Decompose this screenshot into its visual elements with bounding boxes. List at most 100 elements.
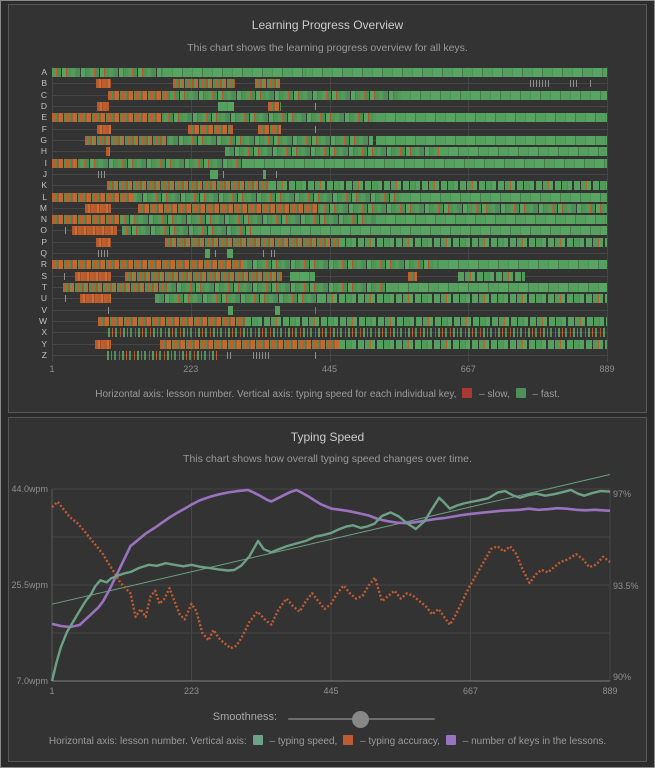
progress-segment: [338, 339, 607, 349]
progress-segment: [64, 295, 67, 303]
progress-segment: [52, 215, 121, 225]
progress-segment: [275, 170, 278, 178]
progress-segment: [97, 317, 246, 327]
y-left-tick-label: 7.0wpm: [16, 676, 48, 686]
key-row-A: A: [9, 67, 646, 78]
row-baseline: [52, 309, 607, 311]
x-tick-label: 889: [599, 364, 615, 374]
progress-segment: [408, 271, 417, 281]
legend-swatch-slow: [462, 388, 473, 398]
progress-segment: [97, 170, 107, 178]
key-label-W: W: [38, 316, 47, 327]
key-label-R: R: [40, 259, 47, 270]
progress-segment: [227, 249, 234, 259]
progress-segment: [75, 271, 111, 281]
key-label-I: I: [44, 157, 47, 168]
typing-speed-panel: Typing Speed This chart shows how overal…: [8, 417, 647, 762]
progress-segment: [205, 249, 211, 259]
progress-segment: [94, 339, 111, 349]
key-row-C: C: [9, 90, 646, 101]
progress-segment: [245, 158, 607, 168]
row-baseline: [52, 173, 607, 175]
legend-label-typing-speed: – typing speed,: [266, 736, 338, 747]
x-tick-label: 445: [321, 364, 338, 374]
key-label-X: X: [41, 327, 47, 338]
progress-segment: [107, 181, 271, 191]
key-label-V: V: [41, 304, 47, 315]
row-baseline: [52, 253, 607, 255]
progress-segment: [438, 147, 607, 157]
x-tick-label: 223: [183, 686, 200, 696]
key-label-K: K: [41, 180, 47, 191]
key-row-E: E: [9, 112, 646, 123]
progress-title: Learning Progress Overview: [251, 18, 404, 32]
progress-segment: [228, 305, 234, 315]
key-row-R: R: [9, 259, 646, 270]
key-row-P: P: [9, 237, 646, 248]
progress-segment: [258, 124, 281, 134]
progress-segment: [85, 203, 111, 213]
progress-segment: [401, 90, 607, 100]
progress-segment: [72, 226, 117, 236]
key-label-F: F: [41, 123, 47, 134]
progress-segment: [160, 339, 339, 349]
caption-text: Horizontal axis: lesson number. Vertical…: [48, 736, 247, 747]
legend-label-slow: – slow,: [476, 389, 510, 400]
key-label-H: H: [40, 146, 47, 157]
progress-segment: [314, 125, 317, 133]
progress-segment: [172, 79, 236, 89]
progress-segment: [62, 283, 167, 293]
progress-segment: [227, 352, 234, 359]
legend-label-keys-count: – number of keys in the lessons.: [459, 736, 607, 747]
key-label-O: O: [40, 225, 47, 236]
key-row-H: H: [9, 146, 646, 157]
progress-segment: [242, 260, 439, 270]
gridline: [468, 67, 470, 362]
progress-segment: [218, 101, 234, 111]
progress-segment: [163, 113, 377, 123]
key-row-X: X: [9, 327, 646, 338]
row-baseline: [52, 83, 607, 85]
progress-segment: [96, 79, 112, 89]
progress-segment: [188, 124, 233, 134]
progress-segment: [438, 260, 607, 270]
key-row-M: M: [9, 203, 646, 214]
key-row-K: K: [9, 180, 646, 191]
smoothness-slider-thumb[interactable]: [351, 711, 369, 728]
key-label-B: B: [41, 78, 47, 89]
progress-segment: [52, 260, 243, 270]
progress-segment: [80, 294, 111, 304]
key-row-Q: Q: [9, 248, 646, 259]
y-right-tick-label: 93.5%: [613, 580, 639, 591]
key-label-S: S: [41, 270, 47, 281]
progress-segment: [222, 170, 225, 178]
key-row-W: W: [9, 316, 646, 327]
progress-caption: Horizontal axis: lesson number. Vertical…: [9, 388, 646, 400]
progress-segment: [138, 203, 321, 213]
legend-swatch-fast: [515, 388, 526, 398]
progress-subtitle: This chart shows the learning progress o…: [187, 42, 468, 54]
key-label-E: E: [41, 112, 47, 123]
row-baseline: [52, 128, 607, 130]
progress-segment: [52, 68, 163, 77]
progress-segment: [304, 69, 306, 76]
progress-segment: [214, 250, 216, 258]
key-label-A: A: [41, 67, 47, 77]
x-tick-label: 1: [49, 364, 55, 374]
progress-segment: [271, 250, 276, 258]
progress-segment: [167, 283, 389, 293]
key-row-I: I: [9, 158, 646, 169]
progress-segment: [376, 135, 607, 145]
legend-swatch-typing-accuracy: [343, 735, 354, 745]
key-label-D: D: [40, 100, 47, 111]
row-baseline: [52, 105, 607, 107]
progress-segment: [263, 169, 267, 179]
legend-label-fast: – fast.: [529, 389, 560, 400]
progress-segment: [530, 80, 552, 88]
key-row-N: N: [9, 214, 646, 225]
series-number-of-keys: [51, 488, 611, 629]
progress-segment: [338, 237, 607, 247]
progress-segment: [85, 135, 169, 145]
progress-segment: [52, 192, 133, 202]
